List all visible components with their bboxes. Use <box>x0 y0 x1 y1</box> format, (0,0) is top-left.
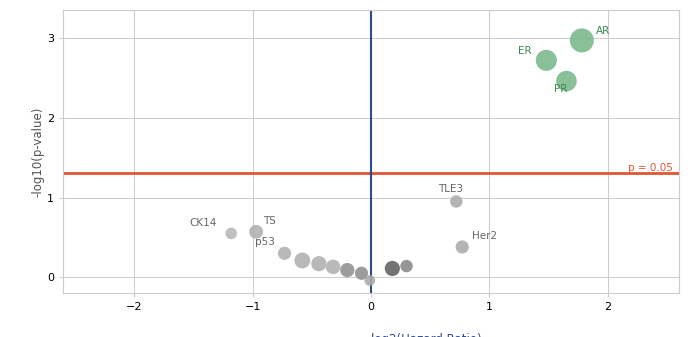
Text: PR: PR <box>554 84 567 94</box>
Point <box>561 79 572 84</box>
Point <box>451 199 462 204</box>
Text: Her2: Her2 <box>472 232 497 241</box>
Point <box>342 267 353 273</box>
Text: AR: AR <box>596 26 610 36</box>
Point <box>356 271 367 276</box>
Point <box>386 266 398 271</box>
Y-axis label: -log10(p-value): -log10(p-value) <box>31 106 44 197</box>
Point <box>576 38 587 43</box>
Text: p = 0.05: p = 0.05 <box>628 163 673 174</box>
Text: ER: ER <box>519 47 532 56</box>
Point <box>251 229 262 235</box>
Point <box>364 278 375 283</box>
Text: CK14: CK14 <box>190 218 217 228</box>
Point <box>279 251 290 256</box>
Point <box>328 264 339 270</box>
Point <box>314 261 325 266</box>
Text: TLE3: TLE3 <box>438 184 463 194</box>
Point <box>401 264 412 269</box>
Point <box>297 258 308 263</box>
Text: p53: p53 <box>256 237 275 247</box>
Text: log2(Hazard Ratio): log2(Hazard Ratio) <box>371 333 482 337</box>
Point <box>456 244 468 250</box>
Point <box>225 231 237 236</box>
Point <box>540 58 552 63</box>
Text: TS: TS <box>263 216 276 226</box>
